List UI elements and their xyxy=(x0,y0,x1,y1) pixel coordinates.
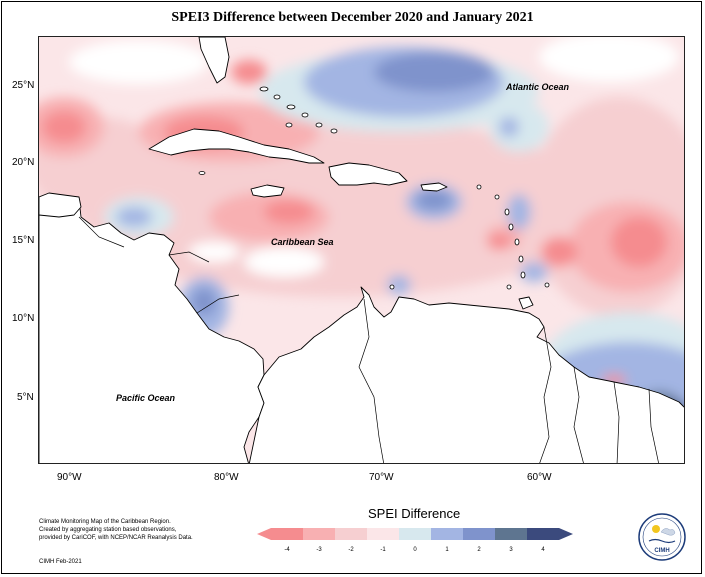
lon-label-80w: 80°W xyxy=(214,472,239,483)
legend-swatch xyxy=(495,528,527,540)
cimh-logo: CIMH xyxy=(638,513,686,561)
legend-swatch xyxy=(335,528,367,540)
legend-tick-label: 3 xyxy=(509,547,513,553)
lat-label-10n: 10°N xyxy=(12,313,35,324)
puerto-rico xyxy=(420,182,448,192)
legend-tick-label: 4 xyxy=(541,547,545,553)
map-panel xyxy=(38,36,685,464)
legend-tick-label: -2 xyxy=(348,547,354,553)
credit-footer: CIMH Feb-2021 xyxy=(39,559,82,565)
florida xyxy=(198,37,230,84)
legend-tick-label: -3 xyxy=(316,547,322,553)
trinidad xyxy=(518,296,534,310)
credit-line-3: provided by CariCOF, with NCEP/NCAR Rean… xyxy=(39,535,193,541)
legend-right-arrow xyxy=(559,528,573,540)
legend-tick-label: -1 xyxy=(380,547,386,553)
lat-label-15n: 15°N xyxy=(12,235,35,246)
lon-label-70w: 70°W xyxy=(369,472,394,483)
legend-swatch xyxy=(367,528,399,540)
legend-left-arrow xyxy=(257,528,271,540)
credit-line-1: Climate Monitoring Map of the Caribbean … xyxy=(39,519,171,525)
legend-tick-label: 2 xyxy=(477,547,481,553)
spei-map xyxy=(39,37,684,463)
lon-label-60w: 60°W xyxy=(527,472,552,483)
credit-line-2: Created by aggregating station based obs… xyxy=(39,527,177,533)
legend-tick-label: -4 xyxy=(284,547,290,553)
legend-swatch xyxy=(463,528,495,540)
lat-label-20n: 20°N xyxy=(12,157,35,168)
lat-label-25n: 25°N xyxy=(12,80,35,91)
lat-label-5n: 5°N xyxy=(17,392,34,403)
lon-label-90w: 90°W xyxy=(57,472,82,483)
legend-swatch xyxy=(399,528,431,540)
legend-swatch xyxy=(271,528,303,540)
legend-colorbar xyxy=(257,528,573,540)
legend-tick-label: 1 xyxy=(445,547,449,553)
legend-swatch xyxy=(527,528,559,540)
logo-text: CIMH xyxy=(654,548,669,554)
small-islands xyxy=(198,86,550,290)
legend-swatch xyxy=(431,528,463,540)
hispaniola xyxy=(328,162,408,186)
map-title: SPEI3 Difference between December 2020 a… xyxy=(171,10,534,25)
cuba xyxy=(148,128,325,164)
atlantic-ocean-label: Atlantic Ocean xyxy=(506,82,570,92)
caribbean-sea-label: Caribbean Sea xyxy=(271,237,334,247)
legend-swatch xyxy=(303,528,335,540)
yucatan xyxy=(39,192,82,218)
legend-title: SPEI Difference xyxy=(368,506,461,521)
legend-tick-label: 0 xyxy=(413,547,417,553)
jamaica xyxy=(250,184,285,198)
pacific-ocean-label: Pacific Ocean xyxy=(116,393,176,403)
country-borders xyxy=(78,216,659,463)
